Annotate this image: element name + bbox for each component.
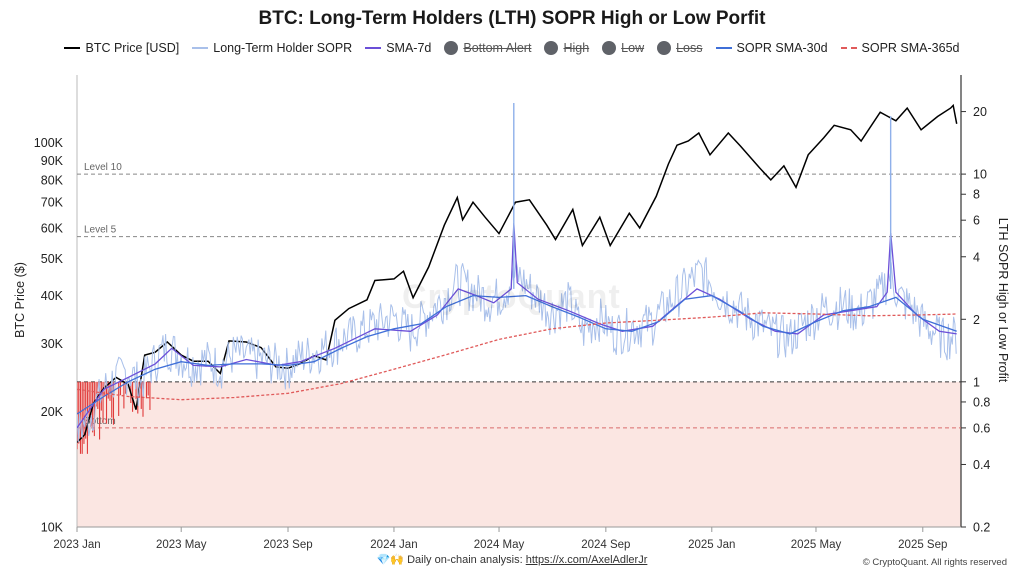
legend-dot-icon — [657, 41, 672, 55]
legend-item[interactable]: Low — [602, 41, 644, 55]
y-right-tick-label: 2 — [973, 313, 980, 327]
legend-dash-icon — [840, 47, 857, 49]
legend-label: Loss — [676, 41, 703, 55]
loss-zone — [77, 381, 961, 527]
footer-text: Daily on-chain analysis: — [407, 554, 523, 566]
x-tick-label: 2023 May — [156, 539, 207, 551]
x-tick-label: 2024 Sep — [581, 539, 630, 551]
legend-line-icon — [64, 47, 81, 49]
y-right-axis-title: LTH SOPR High or Low Profit — [996, 218, 1010, 383]
chart-title: BTC: Long-Term Holders (LTH) SOPR High o… — [258, 8, 766, 29]
legend-line-icon — [365, 47, 382, 49]
y-left-tick-label: 70K — [41, 196, 64, 210]
y-right-tick-label: 6 — [973, 214, 980, 228]
y-left-tick-label: 10K — [41, 521, 64, 535]
y-right-tick-label: 1 — [973, 375, 980, 389]
legend-label: Bottom Alert — [463, 41, 532, 55]
legend-item[interactable]: SOPR SMA-30d — [715, 41, 828, 55]
y-right-tick-label: 4 — [973, 250, 980, 264]
x-tick-label: 2024 May — [474, 539, 525, 551]
reference-line-label: Level 10 — [84, 162, 122, 173]
x-tick-label: 2024 Jan — [370, 539, 417, 551]
copyright: © CryptoQuant. All rights reserved — [862, 557, 1007, 568]
y-left-tick-label: 80K — [41, 173, 64, 187]
y-right-tick-label: 0.4 — [973, 458, 990, 472]
legend-line-icon — [715, 47, 732, 49]
legend-dot-icon — [444, 41, 459, 55]
legend-line-icon — [192, 47, 209, 49]
y-left-tick-label: 60K — [41, 221, 64, 235]
y-right-tick-label: 0.6 — [973, 421, 990, 435]
footer: 💎🙌 Daily on-chain analysis: https://x.co… — [0, 553, 1024, 566]
legend-item[interactable]: Loss — [657, 41, 703, 55]
x-tick-label: 2025 Jan — [688, 539, 735, 551]
footer-link[interactable]: https://x.com/AxelAdlerJr — [525, 554, 648, 566]
y-left-tick-label: 40K — [41, 289, 64, 303]
legend-item[interactable]: SOPR SMA-365d — [840, 41, 960, 55]
y-right-tick-label: 10 — [973, 168, 987, 182]
y-right-tick-label: 0.8 — [973, 395, 990, 409]
legend-item[interactable]: BTC Price [USD] — [64, 41, 179, 55]
y-left-tick-label: 30K — [41, 337, 64, 351]
x-tick-label: 2025 May — [791, 539, 842, 551]
legend-item[interactable]: SMA-7d — [365, 41, 431, 55]
legend-dot-icon — [544, 41, 559, 55]
legend-item[interactable]: Long-Term Holder SOPR — [192, 41, 352, 55]
legend: BTC Price [USD] Long-Term Holder SOPR SMA-… — [0, 41, 1024, 55]
legend-item[interactable]: High — [544, 41, 589, 55]
legend-label: Low — [621, 41, 645, 55]
y-left-tick-label: 50K — [41, 252, 64, 266]
legend-label: SOPR SMA-365d — [861, 41, 960, 55]
series-line-5 — [77, 312, 957, 401]
x-tick-label: 2023 Sep — [263, 539, 312, 551]
legend-item[interactable]: Bottom Alert — [444, 41, 531, 55]
legend-label: SMA-7d — [386, 41, 432, 55]
reference-line-label: Level 5 — [84, 225, 117, 236]
legend-dot-icon — [602, 41, 617, 55]
y-right-tick-label: 8 — [973, 188, 980, 202]
legend-label: BTC Price [USD] — [85, 41, 180, 55]
x-tick-label: 2025 Sep — [898, 539, 947, 551]
legend-label: SOPR SMA-30d — [736, 41, 828, 55]
watermark: CryptoQuant — [402, 278, 621, 316]
series-line-3 — [77, 223, 957, 429]
y-right-tick-label: 0.2 — [973, 521, 990, 535]
legend-label: Long-Term Holder SOPR — [213, 41, 353, 55]
legend-label: High — [563, 41, 590, 55]
y-right-tick-label: 20 — [973, 105, 987, 119]
y-left-tick-label: 100K — [34, 136, 64, 150]
y-left-tick-label: 20K — [41, 405, 64, 419]
x-tick-label: 2023 Jan — [53, 539, 100, 551]
diamond-hands-icon: 💎🙌 — [376, 554, 405, 566]
y-left-axis-title: BTC Price ($) — [13, 262, 27, 338]
series-line-4 — [77, 294, 957, 415]
y-left-tick-label: 90K — [41, 154, 64, 168]
